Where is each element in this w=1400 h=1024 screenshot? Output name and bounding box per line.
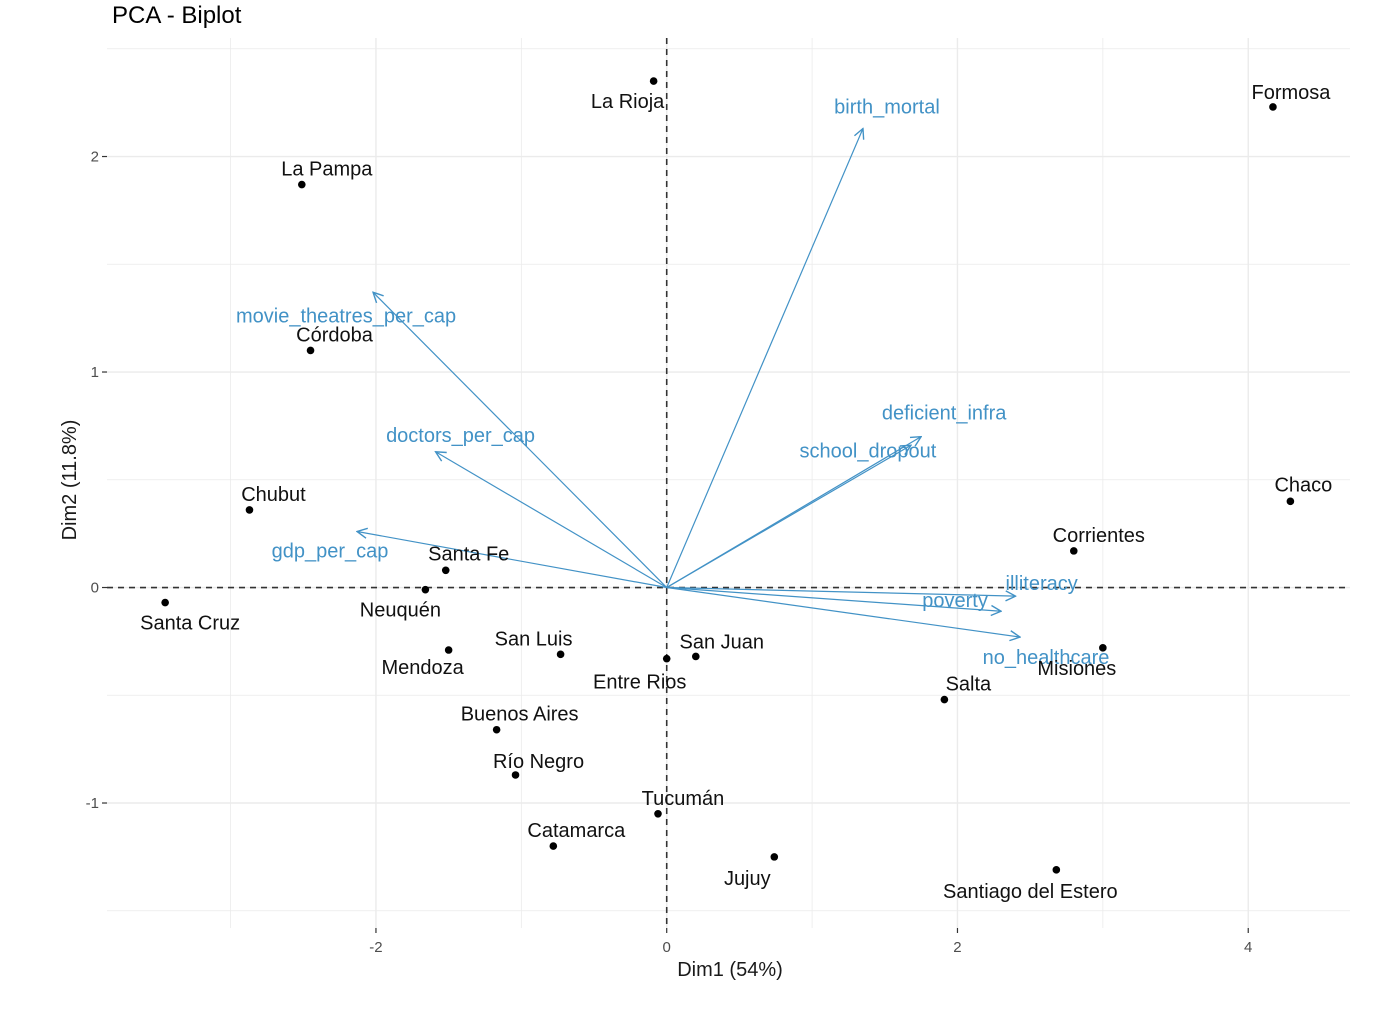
point-label-la-rioja: La Rioja	[591, 91, 665, 113]
point-label-misiones: Misiones	[1037, 658, 1116, 680]
point-formosa	[1269, 103, 1277, 111]
variable-label-birth-mortal: birth_mortal	[834, 97, 940, 119]
reference-lines	[107, 38, 1350, 928]
point-santa-fe	[441, 566, 450, 575]
point-cordoba	[306, 346, 315, 355]
x-tick-label: -2	[369, 939, 382, 956]
point-label-salta: Salta	[946, 674, 992, 696]
point-label-san-luis: San Luis	[495, 628, 573, 650]
point-label-buenos-aires: Buenos Aires	[461, 704, 579, 726]
x-axis-title: Dim1 (54%)	[677, 959, 783, 981]
point-label-san-juan: San Juan	[680, 631, 765, 653]
variable-arrow-school-dropout	[666, 445, 911, 589]
point-label-corrientes: Corrientes	[1053, 525, 1145, 547]
point-san-juan	[691, 652, 700, 661]
point-label-entre-rios: Entre Rios	[593, 672, 686, 694]
point-tucuman	[654, 809, 662, 818]
variable-label-gdp-per-cap: gdp_per_cap	[272, 540, 389, 562]
point-santa-cruz	[161, 598, 169, 607]
point-la-pampa	[298, 180, 306, 189]
point-santiago-del-estero	[1052, 866, 1061, 874]
point-label-cordoba: Córdoba	[296, 324, 374, 346]
point-neuquen	[421, 585, 430, 594]
point-chubut	[245, 506, 254, 514]
x-tick-label: 4	[1244, 939, 1252, 956]
point-la-rioja	[649, 77, 658, 85]
point-label-formosa: Formosa	[1251, 82, 1331, 104]
variable-arrow-no-healthcare	[666, 586, 1020, 638]
point-entre-rios	[662, 654, 671, 663]
point-san-luis	[556, 650, 565, 659]
data-labels: birth_mortal movie_theatres_per_capdoctor…	[140, 82, 1332, 903]
variable-label-school-dropout: school_dropout	[800, 440, 937, 462]
y-tick-label: 2	[91, 149, 99, 166]
grid-lines	[107, 38, 1350, 928]
x-tick-label: 0	[663, 939, 671, 956]
point-label-chaco: Chaco	[1274, 474, 1332, 496]
variable-label-poverty: poverty	[922, 590, 988, 612]
point-misiones	[1099, 644, 1107, 652]
chart-title: PCA - Biplot	[112, 2, 242, 29]
point-jujuy	[770, 853, 779, 861]
point-label-neuquen: Neuquén	[360, 600, 441, 622]
variable-arrow-poverty	[666, 586, 1001, 612]
point-label-catamarca: Catamarca	[527, 820, 626, 842]
point-label-mendoza: Mendoza	[382, 657, 465, 679]
variable-label-deficient-infra: deficient_infra	[882, 403, 1007, 425]
variable-arrow-movie-theatres-per-cap	[373, 292, 668, 588]
point-salta	[940, 695, 949, 704]
point-label-jujuy: Jujuy	[724, 868, 771, 890]
point-chaco	[1286, 497, 1295, 506]
x-tick-label: 2	[953, 939, 961, 956]
point-label-la-pampa: La Pampa	[281, 159, 373, 181]
point-label-rio-negro: Río Negro	[493, 751, 584, 773]
individual-points	[161, 77, 1295, 874]
variable-label-movie-theatres-per-cap: movie_theatres_per_cap	[236, 305, 456, 327]
point-catamarca	[549, 842, 558, 850]
point-label-santa-cruz: Santa Cruz	[140, 613, 240, 635]
point-rio-negro	[511, 771, 520, 779]
variable-arrow-gdp-per-cap	[357, 531, 667, 589]
point-mendoza	[444, 646, 453, 654]
point-label-tucuman: Tucumán	[642, 788, 725, 810]
y-tick-label: 1	[91, 364, 99, 381]
y-tick-label: 0	[91, 580, 99, 597]
variable-label-illiteracy: illiteracy	[1006, 573, 1078, 595]
variable-arrows	[357, 129, 1020, 638]
point-label-santiago-del-estero: Santiago del Estero	[943, 881, 1118, 903]
y-axis-title: Dim2 (11.8%)	[59, 420, 81, 541]
point-corrientes	[1069, 547, 1078, 555]
y-tick-label: -1	[86, 795, 99, 812]
variable-label-no-healthcare: no_healthcare	[983, 647, 1110, 669]
variable-arrow-doctors-per-cap	[436, 452, 668, 589]
point-label-chubut: Chubut	[241, 484, 306, 506]
point-buenos-aires	[492, 725, 501, 734]
axis-ticks: -2 0 2 4 -1 0 1 2	[86, 149, 1253, 956]
variable-label-doctors-per-cap: doctors_per_cap	[386, 425, 535, 447]
variable-arrow-illiteracy	[666, 586, 1016, 597]
point-label-santa-fe: Santa Fe	[428, 543, 509, 565]
variable-arrow-birth-mortal	[666, 129, 863, 588]
